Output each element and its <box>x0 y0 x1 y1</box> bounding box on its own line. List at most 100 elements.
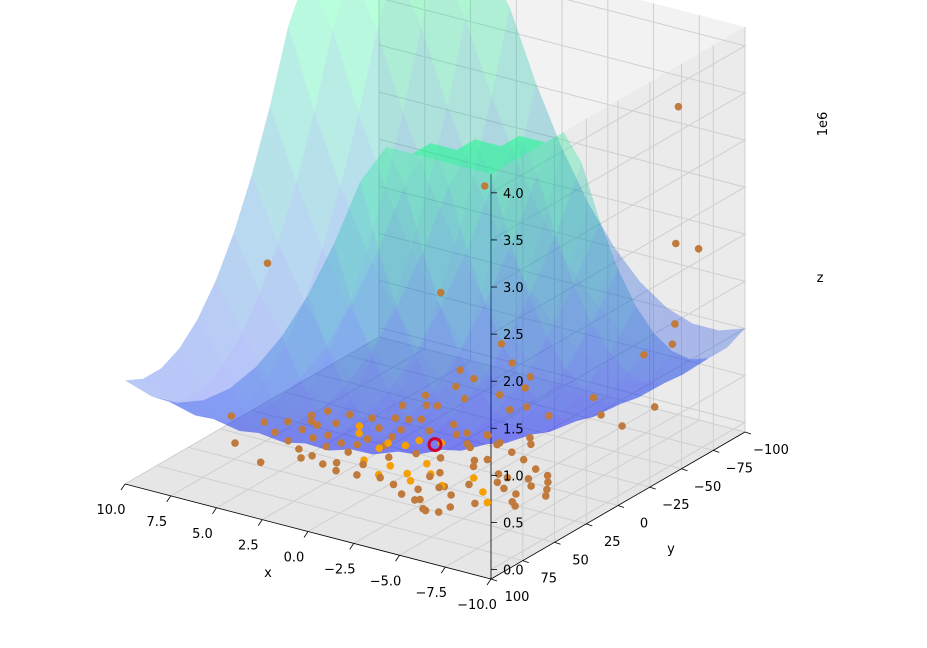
surface-patch <box>169 398 214 420</box>
data-point <box>668 340 677 349</box>
surface-patch <box>537 132 582 235</box>
z-tick-label: 1.0 <box>503 469 524 484</box>
data-point <box>313 421 322 430</box>
data-point <box>503 473 512 482</box>
x-tick-label: 5.0 <box>192 527 213 542</box>
surface-patch <box>376 0 422 112</box>
surface-patch <box>521 337 566 403</box>
surface-patch <box>567 399 613 421</box>
x-tick-label: 2.5 <box>238 539 259 554</box>
data-point <box>447 491 455 499</box>
surface-patch <box>656 357 701 382</box>
surface-patch <box>539 368 584 417</box>
y-tick-label: 75 <box>541 572 558 587</box>
surface-patch <box>424 418 470 450</box>
data-point <box>297 454 305 462</box>
surface-patch <box>125 378 170 402</box>
data-point <box>319 460 327 468</box>
data-point <box>425 427 434 435</box>
surface-patch <box>352 249 397 352</box>
surface-patch <box>602 372 647 405</box>
surface-patch <box>363 0 386 30</box>
data-point <box>671 320 679 328</box>
data-point <box>263 259 272 268</box>
surface-patch <box>286 300 331 384</box>
y-tick-label: 100 <box>505 590 530 605</box>
surface-patch <box>411 182 456 301</box>
x-tick-label: −5.0 <box>370 574 402 589</box>
surface-patch <box>177 400 222 421</box>
surface-patch <box>296 111 341 249</box>
surface-patch <box>392 248 438 349</box>
x-axis-label: x <box>264 566 272 581</box>
data-point <box>524 475 533 483</box>
data-point <box>426 472 434 481</box>
surface-patch <box>448 139 494 250</box>
z-grid-line <box>378 91 747 335</box>
surface-patch <box>529 234 574 337</box>
z-axis-label: z <box>817 271 824 286</box>
z-tick-label: 3.5 <box>503 234 524 249</box>
data-point <box>469 462 478 471</box>
surface-patch <box>372 450 417 455</box>
surface-patch <box>247 402 292 434</box>
data-point <box>332 466 340 475</box>
surface-patch <box>229 367 274 416</box>
surface-patch <box>479 426 524 444</box>
z-tick-label: 2.5 <box>503 328 524 343</box>
surface-patch <box>664 358 709 384</box>
surface-patch <box>332 0 377 114</box>
y-tick-mark <box>490 578 498 582</box>
data-point <box>493 478 502 487</box>
surface-patch <box>386 143 431 186</box>
data-point <box>405 415 413 424</box>
surface-patch <box>320 414 365 449</box>
data-point <box>597 411 605 419</box>
x-tick-mark <box>486 578 492 586</box>
surface-patch <box>505 431 550 444</box>
data-point <box>308 452 316 460</box>
surface-patch <box>205 363 250 414</box>
y-tick-label: −75 <box>726 461 753 476</box>
y-tick-mark <box>586 523 593 527</box>
data-point <box>618 422 626 430</box>
surface-patch <box>547 284 592 369</box>
y-tick-mark <box>713 449 720 453</box>
surface-patch <box>517 83 562 220</box>
surface-patch <box>328 448 373 455</box>
surface-patch <box>674 323 719 358</box>
surface-patch <box>412 143 457 161</box>
surface-patch <box>511 174 556 296</box>
surface-patch <box>187 385 232 420</box>
data-point <box>434 508 443 516</box>
z-tick-label: 1.5 <box>503 422 524 437</box>
surface-patch <box>455 174 500 294</box>
data-point <box>344 448 353 456</box>
x-tick-mark <box>166 495 172 503</box>
data-point <box>332 459 341 467</box>
surface-patch <box>318 0 342 30</box>
data-point <box>508 448 516 457</box>
surface-patch <box>322 185 367 305</box>
surface-patch <box>483 146 528 164</box>
data-point <box>368 414 376 422</box>
x-tick-mark <box>349 543 355 550</box>
data-point <box>436 454 445 462</box>
surface-patch <box>382 387 427 438</box>
x-tick-mark <box>257 519 263 526</box>
data-point <box>471 499 479 508</box>
surface-patch <box>515 364 560 415</box>
data-point <box>674 102 683 111</box>
data-point <box>359 460 367 469</box>
z-offset-text: 1e6 <box>816 112 831 137</box>
surface-patch <box>501 135 546 153</box>
data-point <box>694 245 703 253</box>
data-point <box>435 483 443 492</box>
surface-patch <box>312 348 357 415</box>
data-point <box>403 469 412 478</box>
surface-patch <box>366 186 411 305</box>
data-point <box>512 490 520 498</box>
data-point <box>231 439 239 447</box>
data-point <box>469 474 478 482</box>
